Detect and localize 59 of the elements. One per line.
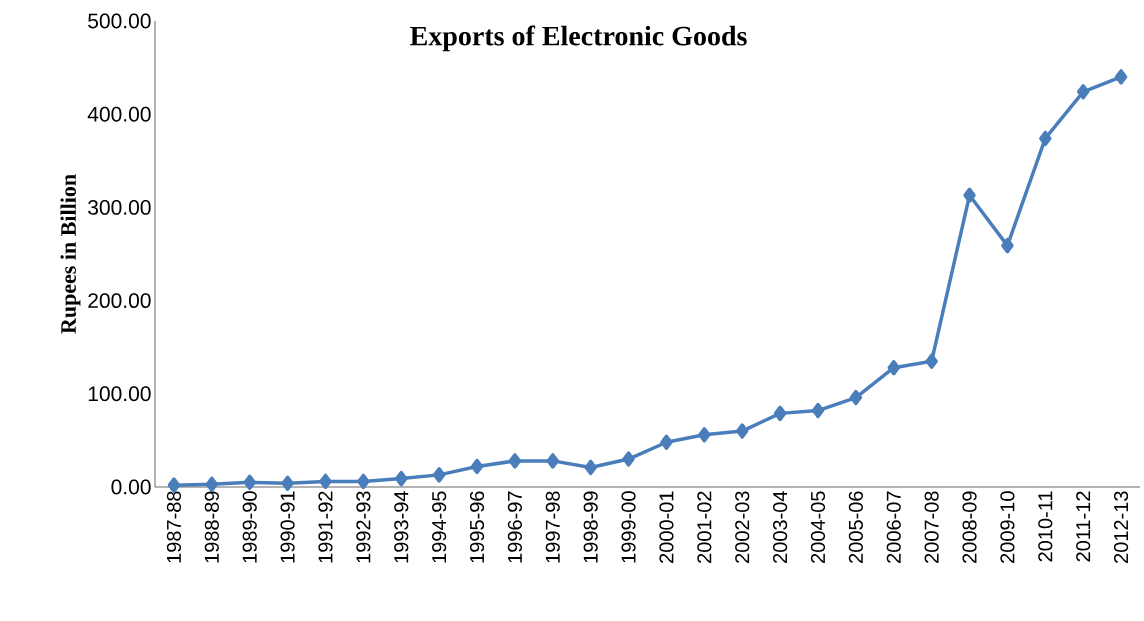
point bbox=[546, 453, 560, 469]
x-tick-label: 1992-93 bbox=[356, 491, 371, 563]
x-tick-label: 1991-92 bbox=[318, 491, 333, 563]
point bbox=[887, 359, 900, 376]
x-tick-label: 2010-11 bbox=[1038, 491, 1053, 562]
y-tick-label: 300.00 bbox=[88, 199, 151, 215]
point bbox=[1114, 69, 1128, 85]
x-tick-label: 1988-89 bbox=[204, 491, 219, 563]
point bbox=[508, 453, 522, 469]
point bbox=[773, 405, 787, 422]
x-tick-label: 1990-91 bbox=[280, 491, 295, 563]
x-tick-label: 2012-13 bbox=[1113, 491, 1129, 563]
point bbox=[205, 476, 219, 492]
point bbox=[735, 423, 749, 439]
point bbox=[357, 473, 370, 490]
y-tick-label: 400.00 bbox=[87, 106, 151, 122]
x-tick-label: 2006-07 bbox=[886, 491, 901, 563]
point bbox=[470, 458, 484, 475]
point bbox=[622, 451, 635, 467]
x-tick-label: 1999-00 bbox=[621, 491, 636, 563]
y-axis-title: Rupees in Billion bbox=[60, 174, 81, 334]
point bbox=[811, 402, 825, 419]
y-tick-label: 500.00 bbox=[88, 13, 151, 29]
point bbox=[1039, 130, 1052, 147]
point bbox=[963, 187, 976, 204]
point bbox=[698, 427, 711, 443]
x-tick-label: 1998-99 bbox=[583, 491, 598, 563]
x-tick-label: 2008-09 bbox=[962, 491, 977, 563]
x-tick-label: 2004-05 bbox=[810, 491, 826, 563]
point bbox=[584, 459, 597, 476]
point bbox=[849, 389, 863, 406]
x-tick-label: 1993-94 bbox=[394, 491, 409, 563]
y-tick-label: 100.00 bbox=[88, 386, 151, 402]
chart-title: Exports of Electronic Goods bbox=[410, 25, 747, 52]
x-tick-label: 2007-08 bbox=[924, 491, 939, 563]
x-tick-label: 1989-90 bbox=[242, 491, 257, 563]
x-tick-label: 2002-03 bbox=[735, 491, 750, 563]
y-tick-label: 200.00 bbox=[88, 293, 151, 309]
point bbox=[281, 475, 294, 491]
x-tick-label: 1994-95 bbox=[432, 491, 447, 563]
x-tick-label: 1995-96 bbox=[469, 491, 485, 563]
point bbox=[925, 353, 938, 369]
y-tick-label: 0.00 bbox=[111, 479, 151, 495]
point bbox=[243, 474, 256, 491]
x-tick-label: 1987-88 bbox=[166, 491, 182, 563]
x-tick-label: 2001-02 bbox=[697, 491, 712, 563]
point bbox=[395, 470, 408, 487]
point bbox=[432, 467, 446, 483]
x-tick-label: 2003-04 bbox=[773, 491, 788, 563]
point bbox=[1076, 84, 1090, 100]
x-tick-label: 1997-98 bbox=[545, 491, 560, 563]
point bbox=[1001, 237, 1014, 254]
x-tick-label: 2000-01 bbox=[659, 491, 674, 563]
x-tick-label: 1996-97 bbox=[507, 491, 522, 563]
point bbox=[660, 434, 673, 450]
x-tick-label: 2005-06 bbox=[848, 491, 863, 563]
point bbox=[319, 473, 332, 490]
x-tick-label: 2011-12 bbox=[1076, 491, 1091, 562]
x-tick-label: 2009-10 bbox=[1000, 491, 1015, 563]
